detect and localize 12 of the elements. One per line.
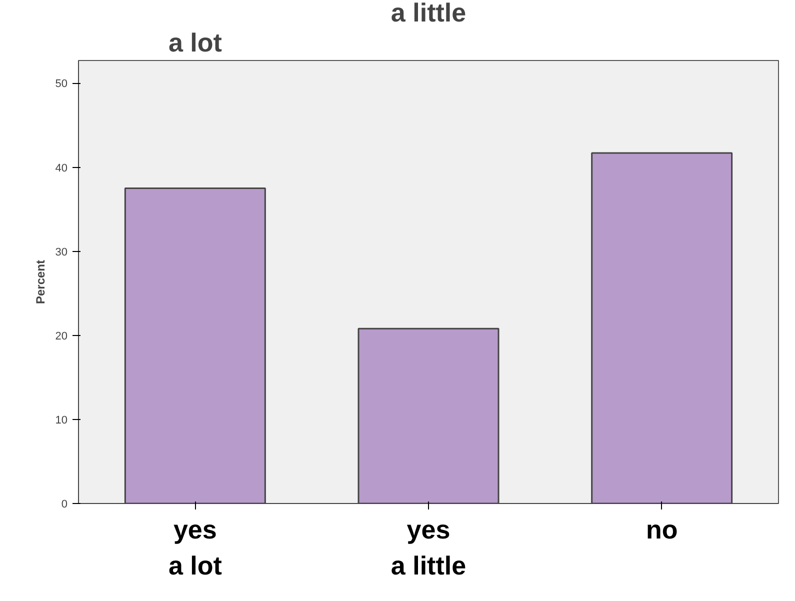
x-tick-label: yes a lot — [168, 514, 222, 580]
text: a lot — [168, 28, 222, 58]
y-tick-label: 40 — [55, 162, 68, 174]
y-axis-title: Percent — [33, 260, 48, 304]
y-tick-label: 0 — [61, 498, 68, 510]
y-tick-label: 30 — [55, 246, 68, 258]
y-tick-label: 10 — [55, 414, 68, 426]
y-tick-label: 50 — [55, 78, 68, 90]
x-tick-label: yes a little — [390, 514, 466, 580]
y-tick-label: 20 — [55, 330, 68, 342]
text: a little — [390, 0, 466, 28]
x-tick-label: no — [646, 514, 678, 544]
